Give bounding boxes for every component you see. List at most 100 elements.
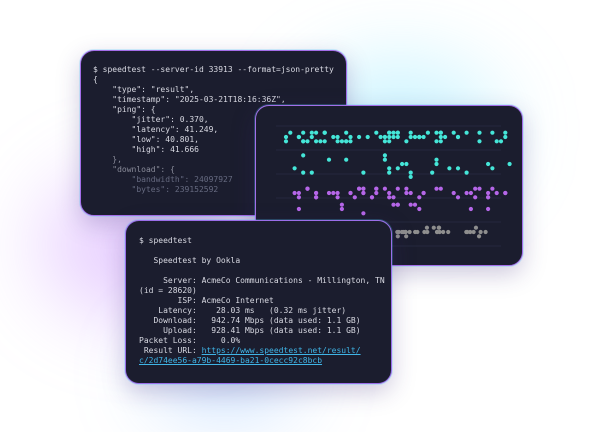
plot-dot [471, 229, 476, 235]
plot-dot [361, 186, 366, 191]
result-url-link[interactable]: https://www.speedtest.net/result/ [201, 346, 361, 355]
upload-line: Upload: 928.41 Mbps (data used: 1.1 GB) [139, 326, 361, 335]
plot-dot [425, 130, 430, 135]
plot-dot [344, 130, 349, 135]
plot-dot [395, 130, 400, 135]
plot-dot [309, 134, 314, 140]
plot-dot [301, 130, 306, 135]
json-line: "high": 41.666 [93, 145, 199, 154]
plot-dot [361, 211, 366, 216]
plot-dot [309, 130, 314, 135]
plot-dot [331, 134, 336, 140]
plot-dot [292, 166, 297, 171]
server-id-line: (id = 28620) [139, 286, 197, 295]
plot-dot [438, 130, 443, 135]
plot-dot [335, 190, 340, 196]
plot-dot [361, 170, 366, 175]
plot-dot [382, 139, 387, 144]
plot-dot [408, 130, 413, 135]
plot-dot [301, 170, 306, 175]
plot-dot [404, 186, 409, 191]
plot-dot [403, 229, 408, 235]
plot-dot [464, 130, 469, 135]
json-line: "bytes": 239152592 [93, 185, 219, 194]
plot-dot [412, 202, 418, 207]
plot-dot [417, 134, 422, 140]
plot-dot [407, 229, 412, 235]
plot-dot [382, 157, 387, 162]
plot-dot [434, 229, 440, 235]
plot-dot [391, 195, 396, 200]
plot-dot [412, 134, 418, 140]
plot-dot [395, 234, 400, 239]
plot-dot [494, 190, 499, 196]
result-url-link-continued[interactable]: c/2d74ee56-a79b-4469-ba21-0cecc92c8bcb [139, 356, 323, 365]
plot-dot [503, 190, 508, 196]
plot-dot [477, 139, 482, 144]
plot-dot [296, 190, 301, 196]
plot-dot [387, 170, 392, 175]
json-line: { [93, 75, 98, 84]
plot-dot [430, 170, 435, 175]
plot-dot [395, 166, 400, 171]
plot-dot [478, 229, 483, 235]
plot-dot [455, 195, 461, 200]
plot-dot [395, 202, 400, 207]
plot-dot [477, 186, 482, 191]
plot-dot [348, 134, 353, 140]
json-line: }, [93, 155, 122, 164]
plot-dot [387, 190, 392, 196]
plot-dot [391, 134, 396, 140]
json-line: "download": { [93, 165, 175, 174]
plot-dot [486, 206, 491, 212]
plot-dot [357, 186, 362, 191]
plot-dot [408, 174, 413, 179]
result-terminal-output: $ speedtest Speedtest by Ookla Server: A… [139, 236, 385, 366]
plot-dot [326, 190, 332, 196]
plot-dot [498, 139, 504, 144]
plot-dot [417, 195, 422, 200]
plot-dot [490, 130, 495, 135]
plot-dot [283, 139, 289, 144]
plot-dot [486, 195, 491, 200]
plot-dot [318, 139, 323, 144]
result-terminal-window: $ speedtest Speedtest by Ookla Server: A… [125, 220, 392, 384]
plot-dot [408, 190, 413, 196]
plot-dot [507, 161, 512, 167]
plot-dot [434, 139, 439, 144]
isp-line: ISP: AcmeCo Internet [139, 296, 274, 305]
plot-dot [490, 166, 495, 171]
json-line: "low": 40.801, [93, 135, 199, 144]
plot-dot [408, 170, 413, 175]
plot-dot [382, 153, 387, 158]
plot-dot [283, 134, 289, 140]
plot-dot [296, 206, 301, 212]
plot-dot [408, 134, 413, 140]
plot-dot [387, 166, 392, 171]
plot-dot [396, 229, 401, 235]
plot-dot [434, 130, 439, 135]
json-terminal-output: $ speedtest --server-id 33913 --format=j… [93, 65, 334, 195]
json-line: "timestamp": "2025-03-21T18:16:36Z", [93, 95, 286, 104]
plot-dot [441, 229, 446, 235]
app-title: Speedtest by Ookla [139, 256, 241, 265]
plot-dot [473, 225, 479, 230]
plot-dot [391, 202, 396, 207]
plot-dot [413, 229, 418, 235]
plot-dot [421, 134, 426, 140]
plot-dot [468, 229, 473, 235]
plot-dot [400, 161, 405, 167]
plot-dot [361, 190, 366, 196]
plot-dot [438, 186, 443, 191]
plot-dot [486, 190, 491, 196]
plot-dot [473, 195, 478, 200]
plot-dot [365, 134, 370, 140]
plot-dot [374, 130, 379, 135]
plot-dot [339, 206, 344, 212]
json-line: "bandwidth": 24097927 [93, 175, 233, 184]
plot-dot [374, 190, 379, 196]
plot-dot [486, 161, 491, 167]
plot-dot [464, 190, 469, 196]
plot-dot [431, 225, 436, 230]
plot-dot [404, 190, 409, 196]
